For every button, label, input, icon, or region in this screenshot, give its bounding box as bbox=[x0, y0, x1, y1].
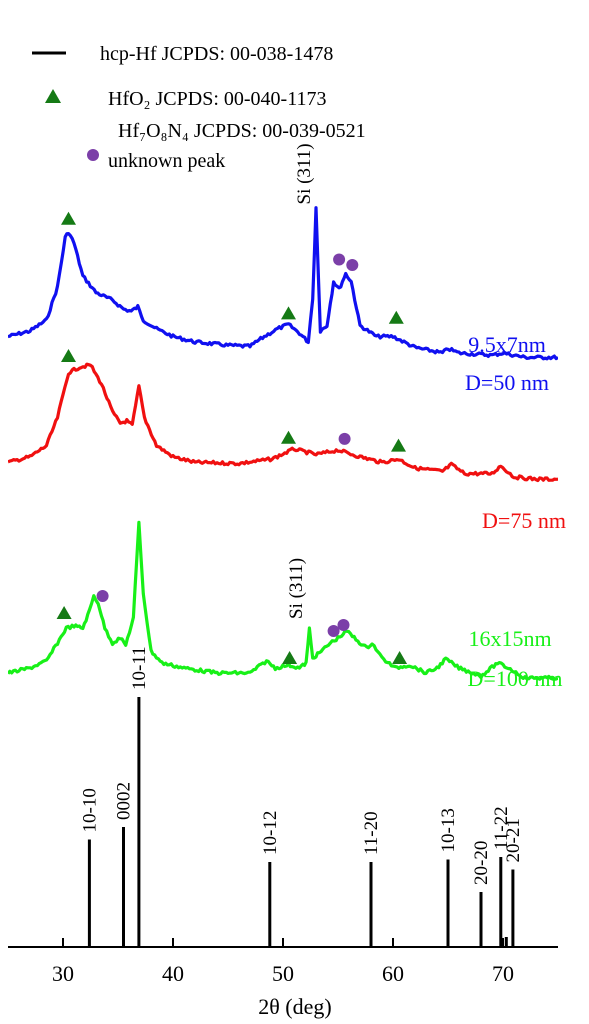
annotations: Si (311) Si (311) bbox=[286, 143, 315, 619]
reference-peak-label: 20-20 bbox=[471, 841, 492, 885]
hfo2-peak-marker bbox=[61, 349, 76, 362]
legend-entry-unknown: unknown peak bbox=[108, 150, 225, 172]
reference-peak-label: 20-21 bbox=[503, 818, 524, 862]
hfo2-peak-marker bbox=[61, 211, 76, 225]
x-axis-label: 2θ (deg) bbox=[258, 994, 331, 1019]
legend-entry-hfo2: HfO₂ JCPDS: 00-040-1173 bbox=[108, 88, 326, 110]
hfo2-peak-marker bbox=[56, 606, 72, 619]
hfo2-peak-marker bbox=[281, 430, 296, 444]
peak-markers bbox=[56, 211, 408, 664]
label-green-diameter: D=100 nm bbox=[468, 666, 563, 691]
si-311-annotation: Si (311) bbox=[294, 143, 315, 204]
x-tick-label: 50 bbox=[272, 961, 294, 986]
hfo2-peak-marker bbox=[392, 651, 408, 664]
reference-peak-label: 10-13 bbox=[438, 808, 459, 852]
label-red-diameter: D=75 nm bbox=[482, 508, 566, 533]
unknown-peak-marker bbox=[338, 432, 351, 445]
curves bbox=[8, 206, 558, 681]
x-tick-label: 30 bbox=[52, 961, 74, 986]
si-311-annotation: Si (311) bbox=[286, 558, 307, 619]
reference-pattern: 10-10 0002 10-11 10-12 11-20 10-13 20-2011-222… bbox=[79, 646, 524, 947]
unknown-peak-marker bbox=[333, 253, 346, 266]
unknown-peak-marker bbox=[96, 590, 109, 602]
curve-green bbox=[8, 520, 558, 681]
x-tick-label: 60 bbox=[382, 961, 404, 986]
x-tick-label: 40 bbox=[162, 961, 184, 986]
reference-peak-label: 10-11 bbox=[129, 646, 150, 690]
hfo2-peak-marker bbox=[391, 438, 406, 452]
unknown-peak-marker bbox=[346, 259, 359, 271]
hfo2-peak-marker bbox=[388, 310, 404, 324]
series-labels: 9.5x7nm D=50 nm D=75 nm 16x15nm D=100 nm bbox=[465, 332, 566, 691]
reference-peak-label: 11-22 bbox=[491, 806, 512, 850]
reference-peak-label: 10-12 bbox=[260, 811, 281, 855]
label-blue-size: 9.5x7nm bbox=[468, 332, 546, 357]
unknown-peak-marker bbox=[327, 625, 340, 637]
reference-peak-label: 10-10 bbox=[79, 788, 100, 832]
legend-entry-hf7o8n4: Hf₇O₈N₄ JCPDS: 00-039-0521 bbox=[118, 120, 366, 142]
unknown-peak-marker bbox=[337, 619, 350, 631]
hfo2-peak-marker bbox=[282, 651, 298, 664]
reference-peak-label: 0002 bbox=[114, 782, 135, 820]
label-green-size: 16x15nm bbox=[468, 626, 551, 651]
x-axis: 30 40 50 60 70 bbox=[8, 938, 558, 986]
legend-circle-marker bbox=[87, 149, 99, 161]
reference-peak-label: 11-20 bbox=[361, 811, 382, 855]
legend-entry-hf: hcp-Hf JCPDS: 00-038-1478 bbox=[100, 43, 333, 65]
x-tick-label: 70 bbox=[492, 961, 514, 986]
hfo2-peak-marker bbox=[281, 306, 296, 320]
label-blue-diameter: D=50 nm bbox=[465, 370, 549, 395]
legend-triangle-marker bbox=[45, 89, 61, 103]
legend: hcp-Hf JCPDS: 00-038-1478 HfO₂ JCPDS: 00… bbox=[32, 43, 366, 172]
curve-blue bbox=[8, 206, 558, 361]
curve-red bbox=[8, 362, 558, 483]
